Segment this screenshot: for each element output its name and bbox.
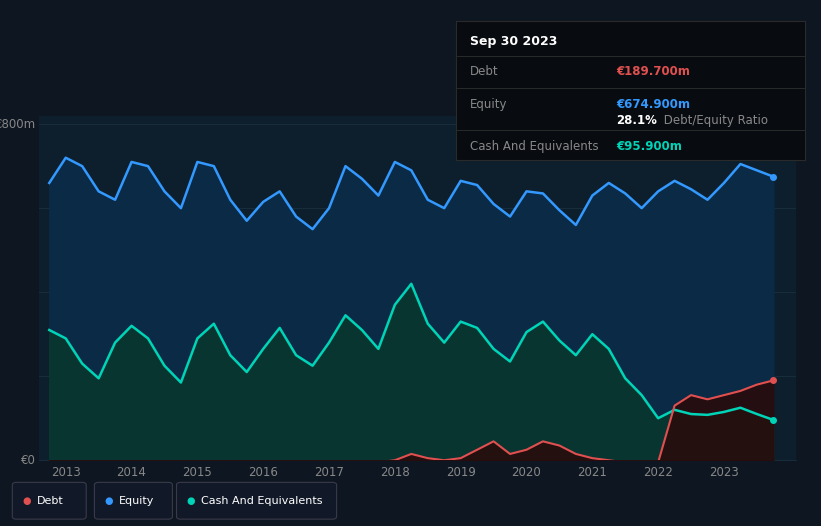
- Text: Sep 30 2023: Sep 30 2023: [470, 35, 557, 48]
- Text: ●: ●: [104, 495, 112, 506]
- Text: Equity: Equity: [470, 98, 507, 111]
- Text: ●: ●: [186, 495, 195, 506]
- Text: Debt/Equity Ratio: Debt/Equity Ratio: [660, 114, 768, 127]
- Text: €800m: €800m: [0, 118, 35, 130]
- Text: €0: €0: [21, 454, 35, 467]
- Text: €95.900m: €95.900m: [616, 140, 682, 153]
- Text: Debt: Debt: [470, 65, 498, 78]
- Text: 28.1%: 28.1%: [616, 114, 657, 127]
- Text: ●: ●: [22, 495, 30, 506]
- Text: Cash And Equivalents: Cash And Equivalents: [201, 495, 323, 506]
- Text: Debt: Debt: [37, 495, 64, 506]
- Text: €674.900m: €674.900m: [616, 98, 690, 111]
- Text: €189.700m: €189.700m: [616, 65, 690, 78]
- Text: Cash And Equivalents: Cash And Equivalents: [470, 140, 599, 153]
- Text: Equity: Equity: [119, 495, 154, 506]
